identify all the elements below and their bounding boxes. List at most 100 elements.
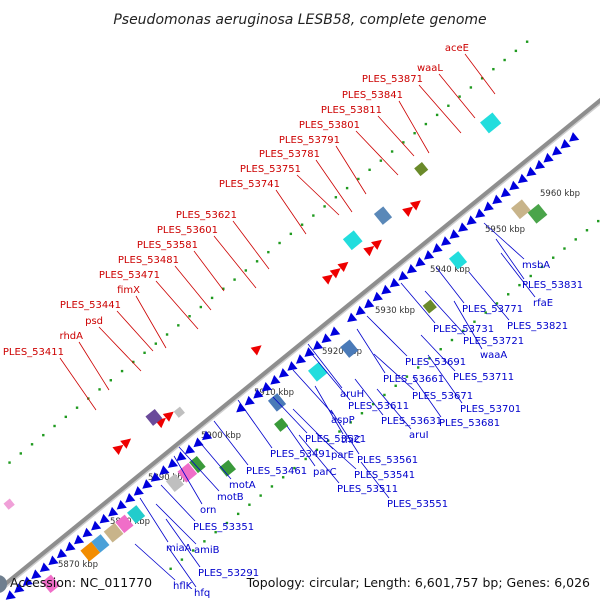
gene-label[interactable]: PLES_53791 — [279, 135, 340, 146]
label-leader — [296, 174, 340, 216]
gene-block — [219, 459, 237, 477]
map-title: Pseudomonas aeruginosa LESB58, complete … — [113, 12, 486, 28]
gene-label[interactable]: PLES_53621 — [176, 210, 237, 221]
gene-label[interactable]: miaA — [166, 543, 192, 554]
gene-label[interactable]: PLES_53671 — [412, 391, 473, 402]
tick-label: 5930 kbp — [375, 306, 415, 316]
label-leader — [427, 354, 463, 404]
label-leader — [232, 220, 270, 270]
gene-arrow — [466, 215, 477, 225]
gene-label[interactable]: PLES_53461 — [246, 466, 307, 477]
gene-arrow — [372, 291, 383, 302]
gene-arrow — [14, 583, 25, 593]
tick-dot — [563, 247, 566, 250]
gene-label[interactable]: PLES_53631 — [381, 416, 442, 427]
gene-arrow — [330, 326, 341, 337]
gene-arrow — [159, 465, 170, 475]
gene-label[interactable]: PLES_53751 — [240, 164, 301, 175]
gene-label[interactable]: PLES_53611 — [348, 401, 409, 412]
label-leader — [165, 518, 201, 568]
tick-dot — [469, 86, 473, 89]
gene-label[interactable]: PLES_53561 — [357, 455, 418, 466]
gene-label[interactable]: PLES_53291 — [198, 568, 259, 579]
gene-label[interactable]: fimX — [117, 285, 140, 296]
label-leader — [376, 388, 412, 430]
gene-block — [342, 230, 363, 251]
tick-dot — [507, 293, 510, 296]
gene-label[interactable]: PLES_53351 — [193, 522, 254, 533]
label-leader — [315, 432, 357, 470]
gene-label[interactable]: PLES_53481 — [118, 255, 179, 266]
gene-arrow — [355, 305, 366, 316]
gene-block — [91, 534, 110, 553]
gene-label[interactable]: PLES_53841 — [342, 90, 403, 101]
gene-label[interactable]: PLES_53511 — [337, 484, 398, 495]
gene-label[interactable]: PLES_53691 — [405, 357, 466, 368]
gene-label[interactable]: PLES_53471 — [99, 270, 160, 281]
gene-label[interactable]: PLES_53831 — [522, 280, 583, 291]
gene-label[interactable]: amiB — [194, 545, 220, 556]
gene-label[interactable]: hfq — [194, 588, 210, 599]
gene-label[interactable]: hflK — [173, 581, 193, 592]
tick-dot — [484, 311, 487, 314]
gene-label[interactable]: PLES_53711 — [453, 372, 514, 383]
gene-label[interactable]: motB — [217, 492, 244, 503]
tick-dot — [514, 49, 518, 53]
genome-summary: Topology: circular; Length: 6,601,757 bp… — [246, 575, 590, 590]
label-leader — [135, 295, 167, 349]
gene-label[interactable]: PLES_53781 — [259, 149, 320, 160]
gene-label[interactable]: msbA — [522, 260, 550, 271]
tick-dot — [379, 159, 383, 162]
tick-dot — [169, 567, 172, 570]
gene-label[interactable]: waaL — [417, 63, 443, 74]
gene-label[interactable]: motA — [229, 480, 256, 491]
gene-label[interactable]: rhdA — [60, 331, 84, 342]
gene-label[interactable]: PLES_53541 — [354, 470, 415, 481]
gene-label[interactable]: PLES_53441 — [60, 300, 121, 311]
gene-block — [527, 203, 548, 224]
gene-label[interactable]: PLES_53801 — [299, 120, 360, 131]
label-leader — [116, 310, 154, 352]
label-leader — [174, 265, 212, 311]
gene-label[interactable]: aceE — [445, 43, 469, 54]
gene-block — [274, 417, 289, 432]
gene-label[interactable]: aspP — [331, 415, 355, 426]
gene-label[interactable]: PLES_53411 — [3, 347, 64, 358]
tick-dot — [338, 430, 341, 433]
gene-label[interactable]: PLES_53661 — [383, 374, 444, 385]
gene-label[interactable]: orn — [200, 505, 216, 516]
gene-label[interactable]: PLES_53741 — [219, 179, 280, 190]
gene-label[interactable]: PLES_53821 — [507, 321, 568, 332]
gene-label[interactable]: PLES_53731 — [433, 324, 494, 335]
label-leader — [314, 385, 344, 435]
gene-label[interactable]: aruI — [409, 430, 429, 441]
gene-label[interactable]: PLES_53521 — [305, 434, 366, 445]
label-leader — [453, 300, 483, 350]
gene-label[interactable]: PLES_53601 — [157, 225, 218, 236]
gene-label[interactable]: PLES_53811 — [321, 105, 382, 116]
gene-label[interactable]: PLES_53871 — [362, 74, 423, 85]
tick-dot — [323, 205, 326, 208]
gene-label[interactable]: PLES_53681 — [439, 418, 500, 429]
gene-label[interactable]: parE — [331, 450, 354, 461]
gene-arrow — [432, 243, 443, 253]
gene-label[interactable]: parC — [313, 467, 337, 478]
gene-label[interactable]: PLES_53721 — [463, 336, 524, 347]
gene-label[interactable]: psd — [85, 316, 103, 327]
tick-dot — [154, 342, 158, 345]
gene-label[interactable]: rfaE — [533, 298, 553, 309]
gene-label[interactable]: PLES_53491 — [270, 449, 331, 460]
gene-label[interactable]: aruH — [340, 389, 364, 400]
gene-block — [41, 574, 60, 594]
gene-block — [103, 522, 124, 543]
gene-label[interactable]: thiC — [341, 435, 361, 446]
gene-label[interactable]: waaA — [480, 350, 507, 361]
gene-label[interactable]: PLES_53581 — [137, 240, 198, 251]
gene-label[interactable]: PLES_53701 — [460, 404, 521, 415]
gene-block — [115, 514, 134, 534]
label-leader — [418, 84, 462, 134]
gene-arrow — [364, 298, 375, 309]
gene-label[interactable]: PLES_53771 — [462, 304, 523, 315]
gene-label[interactable]: PLES_53551 — [387, 499, 448, 510]
tick-dot — [450, 338, 454, 342]
